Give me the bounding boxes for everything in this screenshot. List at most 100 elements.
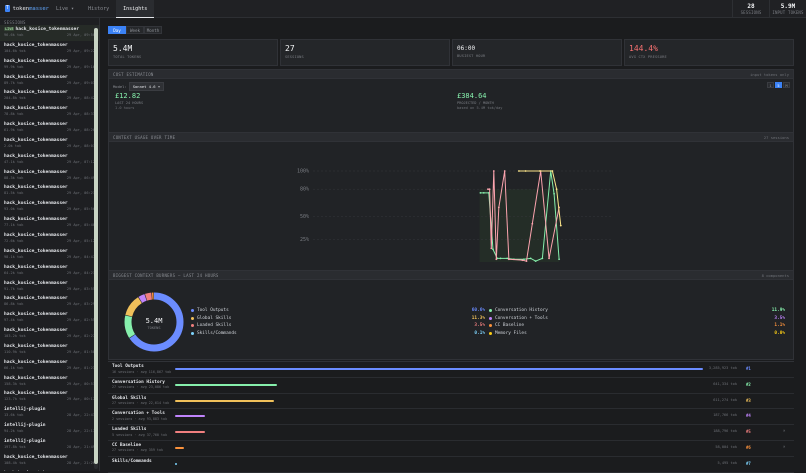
burner-dismiss-icon[interactable]: ×: [783, 444, 785, 449]
context-usage-chart: 100%80%50%25%14:0016:0018:0020:0022:0000…: [109, 143, 795, 271]
burner-dismiss-icon[interactable]: ×: [783, 428, 785, 433]
series-point: [556, 188, 558, 190]
session-date: 29 Apr, 09:03: [67, 81, 95, 85]
legend-name: Loaded Skills: [191, 323, 231, 328]
session-name-row: intellij-plugin: [4, 439, 95, 444]
model-row: Model: Sonnet 4.6 ▾: [113, 82, 164, 91]
legend-dot-icon: [489, 332, 492, 335]
burner-rank: #6: [746, 445, 751, 450]
session-tokens: 91.7k tok: [4, 287, 23, 291]
burner-bar: [175, 415, 205, 417]
context-usage-count: 27 sessions: [764, 135, 789, 140]
burner-bar: [175, 400, 274, 402]
burner-amount: 58,004 tok: [705, 445, 737, 449]
cost-last-24h-value: £12.82: [115, 92, 143, 100]
session-date: 29 Apr, 03:29: [67, 302, 95, 306]
range-tab-week[interactable]: Week: [126, 26, 144, 34]
burner-bar: [175, 463, 177, 465]
series-point: [492, 248, 494, 250]
session-name: hack_kosice_tokenmasser: [4, 154, 68, 159]
session-date: 28 Apr, 21:20: [67, 461, 95, 465]
session-name: hack_kosice_tokenmasser: [4, 217, 68, 222]
model-label: Model:: [113, 84, 127, 89]
session-name: hack_kosice_tokenmasser: [4, 376, 68, 381]
nav-tab-live[interactable]: Live ▾: [49, 0, 81, 18]
series-point: [553, 193, 555, 195]
y-tick-label: 100%: [297, 169, 309, 175]
logo-text: tokenmasser: [13, 6, 49, 12]
session-name: intellij-plugin: [4, 423, 46, 428]
app-logo[interactable]: T tokenmasser: [5, 5, 49, 12]
burner-name: Skills/Commands: [112, 459, 152, 464]
session-date: 29 Apr, 01:58: [67, 350, 95, 354]
nav-tab-insights[interactable]: Insights: [116, 0, 154, 18]
series-point: [504, 170, 506, 172]
session-date: 29 Apr, 00:17: [67, 397, 95, 401]
legend-dot-icon: [489, 317, 492, 320]
legend-dot-icon: [489, 309, 492, 312]
pager-button[interactable]: M: [783, 82, 790, 88]
y-tick-label: 80%: [300, 187, 309, 193]
nav-tab-history[interactable]: History: [81, 0, 116, 18]
sidebar-scrollbar-thumb[interactable]: [94, 28, 98, 464]
session-tokens: 77.1k tok: [4, 223, 23, 227]
context-usage-header: CONTEXT USAGE OVER TIME 27 sessions: [109, 133, 793, 142]
legend-pct: 11.9%: [772, 308, 785, 313]
range-tab-day[interactable]: Day: [108, 26, 126, 34]
burner-rank: #3: [746, 398, 751, 403]
session-name: hack_kosice_tokenmasser: [4, 296, 68, 301]
session-date: 29 Apr, 06:49: [67, 176, 95, 180]
series-point: [487, 188, 489, 190]
range-tab-month[interactable]: Month: [144, 26, 162, 34]
legend-pct: 0.0%: [774, 331, 785, 336]
session-name-row: hack_kosice_tokenmasser: [4, 138, 95, 143]
model-select[interactable]: Sonnet 4.6 ▾: [129, 82, 164, 91]
burner-rank: #1: [746, 366, 751, 371]
pager-button[interactable]: 5: [775, 82, 782, 88]
session-name: hack_kosice_tokenmasser: [4, 233, 68, 238]
pager-button[interactable]: 1: [767, 82, 774, 88]
burner-sub: 27 sessions · avg 23,086 tok: [112, 385, 172, 389]
